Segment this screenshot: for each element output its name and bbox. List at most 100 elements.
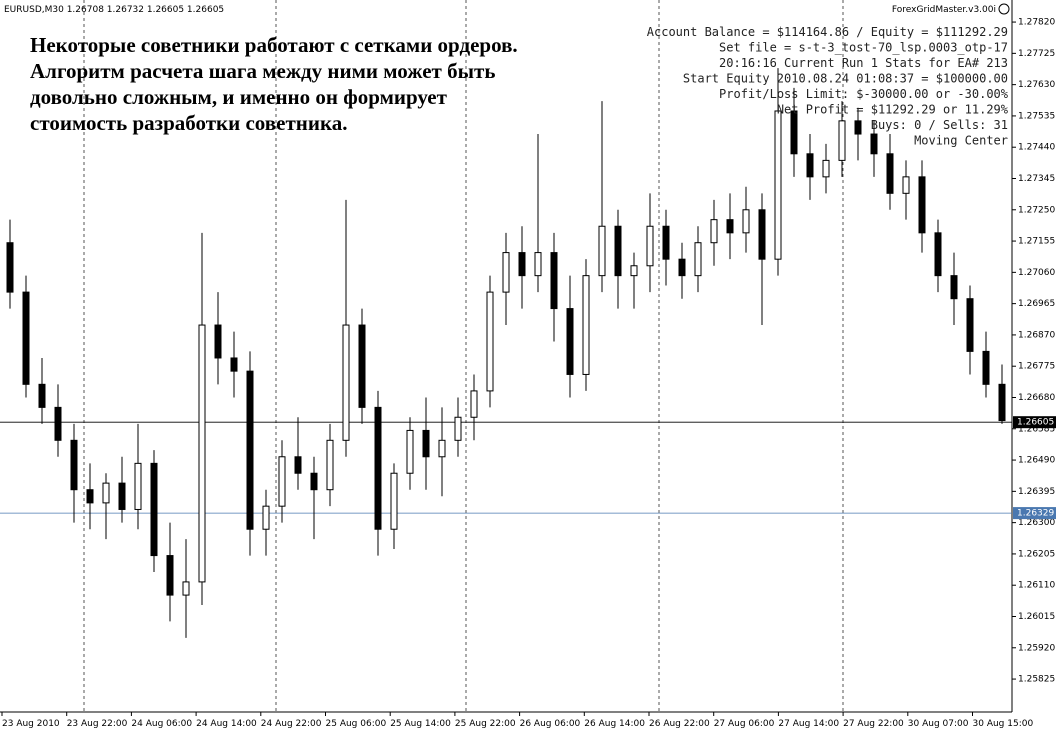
candle-body — [950, 275, 958, 300]
x-tick-label: 23 Aug 2010 — [2, 719, 60, 729]
symbol-header: EURUSD,M30 1.26708 1.26732 1.26605 1.266… — [4, 5, 224, 15]
annotation-line: Некоторые советники работают с сетками о… — [30, 33, 518, 57]
candle-body — [134, 462, 142, 510]
price-badge-label: 1.26329 — [1017, 509, 1054, 519]
candle-body — [534, 252, 542, 277]
candle-body — [390, 472, 398, 530]
y-tick-label: 1.27630 — [1018, 80, 1055, 90]
x-tick-label: 25 Aug 14:00 — [390, 719, 451, 729]
candle-body — [70, 439, 78, 491]
candle-body — [694, 242, 702, 277]
price-badge — [1013, 416, 1056, 429]
candle-body — [326, 439, 334, 491]
candle-body — [598, 225, 606, 277]
candle-body — [278, 456, 286, 507]
x-tick-label: 30 Aug 15:00 — [973, 719, 1034, 729]
candle-body — [662, 225, 670, 260]
candle-body — [790, 110, 798, 155]
annotation-line: Алгоритм расчета шага между ними может б… — [30, 59, 495, 83]
candle-body — [310, 472, 318, 491]
candle-body — [358, 324, 366, 408]
stats-line: Buys: 0 / Sells: 31 — [871, 118, 1008, 132]
x-tick-label: 27 Aug 14:00 — [778, 719, 839, 729]
candle-body — [102, 482, 110, 504]
y-tick-label: 1.27155 — [1018, 237, 1055, 247]
ea-name: ForexGridMaster.v3.00i — [892, 5, 996, 15]
candle-body — [518, 252, 526, 277]
stats-line: 20:16:16 Current Run 1 Stats for EA# 213 — [719, 56, 1008, 70]
day-separators — [83, 0, 844, 712]
x-tick-label: 27 Aug 22:00 — [843, 719, 904, 729]
y-tick-label: 1.27725 — [1018, 49, 1055, 59]
candle-body — [438, 439, 446, 458]
y-tick-label: 1.26490 — [1018, 456, 1055, 466]
candle-body — [454, 416, 462, 441]
y-tick-label: 1.27250 — [1018, 205, 1055, 215]
candle-body — [6, 242, 14, 293]
candle-body — [758, 209, 766, 260]
candle-body — [742, 209, 750, 234]
candle-body — [854, 120, 862, 135]
y-tick-label: 1.25920 — [1018, 643, 1055, 653]
price-badge-label: 1.26605 — [1017, 418, 1054, 428]
smiley-icon — [998, 3, 1010, 15]
candle-body — [118, 482, 126, 510]
candle-body — [678, 258, 686, 277]
candle-body — [502, 252, 510, 293]
x-tick-label: 24 Aug 06:00 — [131, 719, 192, 729]
y-tick-label: 1.26775 — [1018, 362, 1055, 372]
price-badge — [1013, 507, 1056, 520]
x-tick-label: 27 Aug 06:00 — [714, 719, 775, 729]
candle-body — [998, 383, 1006, 422]
stats-line: Account Balance = $114164.86 / Equity = … — [647, 25, 1008, 39]
candle-body — [406, 429, 414, 474]
candle-body — [918, 176, 926, 234]
annotation-line: довольно сложным, и именно он формирует — [30, 85, 448, 109]
x-tick-label: 24 Aug 14:00 — [196, 719, 257, 729]
candle-body — [870, 133, 878, 155]
candle-body — [38, 383, 46, 408]
candle-body — [166, 555, 174, 596]
y-tick-label: 1.25825 — [1018, 675, 1055, 685]
candle-body — [806, 153, 814, 178]
candle-body — [486, 291, 494, 392]
y-tick-label: 1.27820 — [1018, 18, 1055, 28]
annotation-line: стоимость разработки советника. — [30, 111, 348, 135]
y-tick-label: 1.26680 — [1018, 393, 1055, 403]
candle-body — [182, 581, 190, 596]
candle-body — [230, 357, 238, 372]
x-tick-label: 26 Aug 22:00 — [649, 719, 710, 729]
candle-body — [54, 406, 62, 441]
candle-body — [902, 176, 910, 194]
stats-line: Start Equity 2010.08.24 01:08:37 = $1000… — [683, 72, 1008, 86]
x-tick-label: 23 Aug 22:00 — [67, 719, 128, 729]
candle-body — [582, 275, 590, 375]
candle-body — [150, 462, 158, 557]
stats-line: Set file = s-t-3_tost-70_lsp.0003_otp-17 — [719, 41, 1008, 55]
stats-line: Moving Center — [914, 134, 1008, 148]
x-tick-label: 25 Aug 22:00 — [455, 719, 516, 729]
y-tick-label: 1.26395 — [1018, 487, 1055, 497]
y-tick-label: 1.26585 — [1018, 424, 1055, 434]
candle-body — [934, 232, 942, 277]
candle-body — [982, 350, 990, 385]
stats-line: Profit/Loss Limit: $-30000.00 or -30.00% — [719, 87, 1009, 101]
x-tick-label: 25 Aug 06:00 — [326, 719, 387, 729]
candle-body — [342, 324, 350, 441]
candle-body — [886, 153, 894, 194]
stats-line: Net Profit = $11292.29 or 11.29% — [777, 103, 1009, 117]
candle-body — [470, 390, 478, 418]
candle-body — [566, 308, 574, 375]
candle-body — [822, 159, 830, 178]
y-tick-label: 1.27440 — [1018, 143, 1055, 153]
x-tick-label: 26 Aug 06:00 — [520, 719, 581, 729]
candle-body — [214, 324, 222, 359]
y-tick-label: 1.26965 — [1018, 299, 1055, 309]
candle-body — [646, 225, 654, 267]
candle-body — [630, 265, 638, 277]
y-tick-label: 1.26300 — [1018, 518, 1055, 528]
candle-body — [838, 120, 846, 161]
candle-body — [22, 291, 30, 385]
